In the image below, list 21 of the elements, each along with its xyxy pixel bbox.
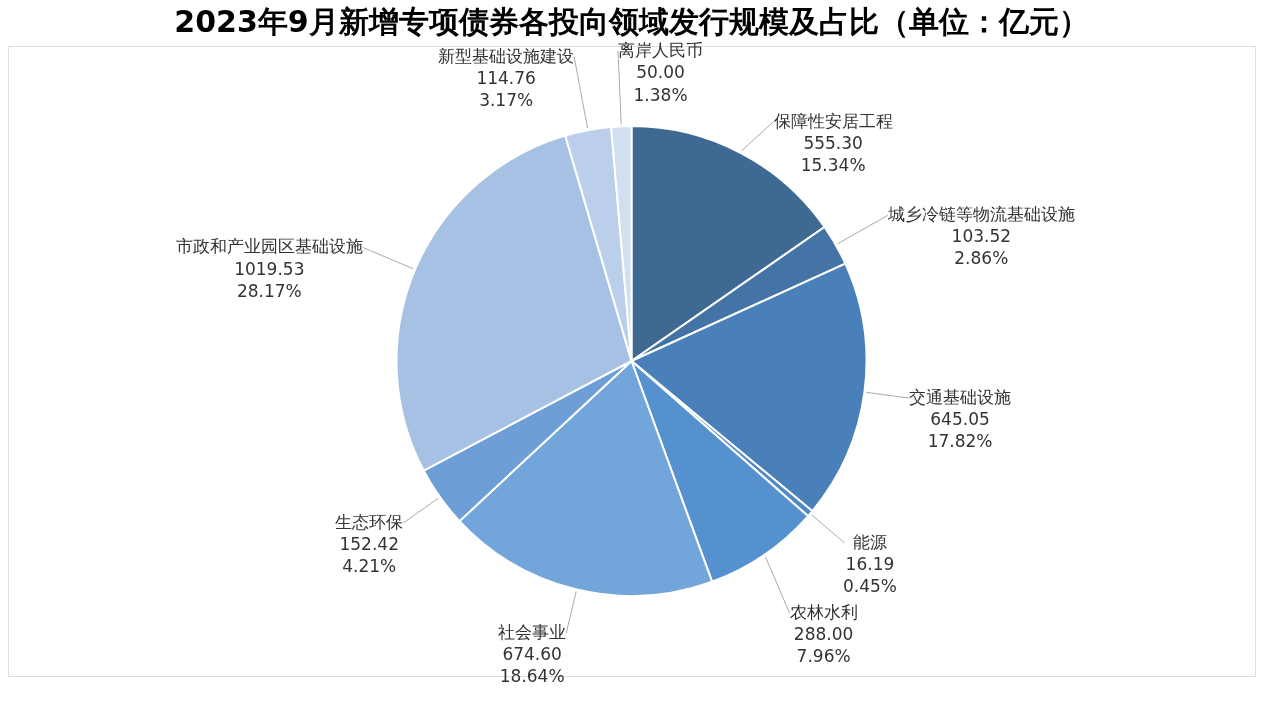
data-label: 16.19 0.45% (842, 553, 897, 597)
slice-label: 新型基础设施建设 (438, 45, 575, 66)
slice-label: 离岸人民币 (618, 40, 704, 61)
slice-label: 城乡冷链等物流基础设施 (886, 204, 1075, 225)
slice-label: 能源 (852, 531, 887, 552)
data-label: 645.05 17.82% (927, 409, 993, 452)
slice-label: 保障性安居工程 (773, 110, 893, 131)
chart-title: 2023年9月新增专项债券各投向领域发行规模及占比（单位：亿元） (174, 4, 1089, 40)
data-label: 50.00 1.38% (633, 62, 688, 105)
slice-label: 生态环保 (335, 512, 404, 533)
data-label: 555.30 15.34% (800, 132, 866, 175)
data-label: 1019.53 28.17% (234, 258, 305, 301)
data-label: 114.76 3.17% (476, 67, 536, 111)
slice-label: 交通基础设施 (909, 387, 1012, 408)
slice-label: 社会事业 (498, 622, 567, 643)
slice-label: 市政和产业园区基础设施 (175, 236, 363, 257)
data-label: 288.00 7.96% (793, 624, 854, 667)
data-label: 674.60 18.64% (499, 644, 565, 687)
data-label: 152.42 4.21% (339, 534, 399, 577)
data-label: 103.52 2.86% (951, 226, 1012, 269)
slice-label: 农林水利 (789, 602, 858, 623)
